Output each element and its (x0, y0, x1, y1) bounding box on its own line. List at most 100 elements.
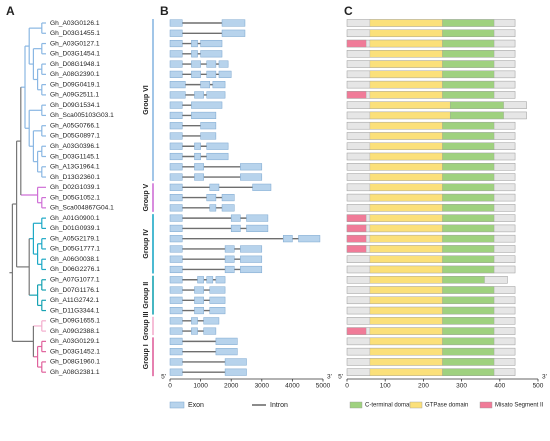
domain (442, 183, 495, 191)
domain (369, 347, 443, 356)
domain (442, 163, 495, 171)
gene-label: Gh_D09G1534.1 (50, 102, 100, 109)
exon (194, 286, 204, 294)
exon (209, 183, 220, 191)
x-tick-label: 1000 (193, 383, 208, 390)
domain (442, 224, 495, 233)
x-tick-label: 0 (345, 383, 349, 390)
group-label: Group IV (143, 229, 150, 259)
exon (298, 235, 321, 243)
domain (369, 296, 443, 304)
exon (169, 276, 183, 284)
gene-label: Gh_A13G1964.1 (50, 164, 100, 171)
exon (169, 348, 183, 356)
exon (200, 81, 211, 89)
exon (169, 101, 183, 109)
legend-swatch (409, 401, 423, 409)
exon (252, 183, 272, 191)
exon (169, 358, 183, 366)
domain (346, 91, 367, 99)
group-label: Group VI (143, 85, 150, 115)
exon (194, 296, 204, 304)
legend-swatch (169, 401, 185, 409)
exon (209, 307, 226, 315)
exon (169, 265, 183, 274)
domain (442, 70, 495, 78)
domain (369, 276, 443, 284)
panel-label: A (6, 4, 15, 18)
gene-label: Gh_D03G1452.1 (50, 348, 100, 355)
legend-label: Intron (270, 402, 288, 409)
exon (218, 60, 229, 68)
domain (369, 111, 451, 120)
domain (449, 101, 504, 109)
domain (442, 193, 495, 202)
exon (221, 194, 235, 202)
exon (221, 29, 246, 37)
domain (442, 245, 495, 253)
exon (240, 163, 263, 171)
gene-label: Gh_A08G2390.1 (50, 71, 100, 78)
exon (194, 173, 204, 181)
domain (442, 29, 495, 37)
domain (442, 276, 485, 284)
domain (369, 193, 443, 202)
x-tick-label: 400 (494, 383, 505, 390)
domain (442, 122, 495, 130)
exon (200, 39, 223, 48)
gene-label: Gh_D03G1455.1 (50, 30, 100, 37)
exon (194, 307, 204, 315)
domain (346, 214, 367, 222)
exon (240, 255, 263, 263)
exon (215, 337, 238, 345)
domain (442, 327, 495, 335)
exon (169, 163, 183, 171)
gene-label: Gh_D03G1454.1 (50, 51, 100, 58)
group-label: Group III (143, 312, 150, 341)
domain (369, 204, 443, 212)
gene-label: Gh_A09G2511.1 (50, 92, 99, 99)
gene-label: Gh_D02G1039.1 (50, 184, 100, 191)
exon (224, 265, 235, 274)
domain (346, 245, 367, 253)
exon (169, 337, 183, 345)
gene-label: Gh_D08G1960.1 (50, 359, 100, 366)
domain (442, 173, 495, 181)
exon (169, 132, 183, 140)
exon (169, 368, 183, 376)
domain (369, 122, 443, 130)
gene-label: Gh_A05G0766.1 (50, 122, 100, 129)
domain (442, 368, 495, 376)
end-label: 5' (338, 374, 343, 381)
gene-label: Gh_D01G0939.1 (50, 225, 100, 232)
exon (215, 348, 238, 356)
exon (191, 317, 198, 325)
exon (169, 224, 183, 232)
domain (369, 80, 443, 89)
exon (215, 276, 226, 284)
domain (442, 306, 495, 315)
domain (442, 286, 495, 294)
domain (369, 142, 443, 150)
exon (169, 50, 183, 58)
exon (191, 39, 198, 48)
gene-label: Gh_A03G0396.1 (50, 143, 100, 150)
exon (169, 152, 183, 161)
exon (206, 276, 214, 284)
exon (200, 132, 217, 140)
legend-label: C-terminal domain (365, 403, 414, 409)
domain (346, 39, 367, 48)
x-tick-label: 5000 (316, 383, 331, 390)
exon (230, 224, 241, 232)
exon (212, 81, 226, 89)
exon (169, 235, 183, 243)
exon (206, 70, 217, 78)
exon (191, 101, 223, 109)
exon (246, 224, 269, 232)
gene-label: Gh_A03G0129.1 (50, 338, 100, 345)
exon (169, 29, 183, 37)
gene-label: Gh_D09G1655.1 (50, 318, 100, 325)
gene-label: Gh_D11G3344.1 (50, 307, 100, 314)
exon (194, 163, 204, 171)
exon (240, 265, 263, 274)
